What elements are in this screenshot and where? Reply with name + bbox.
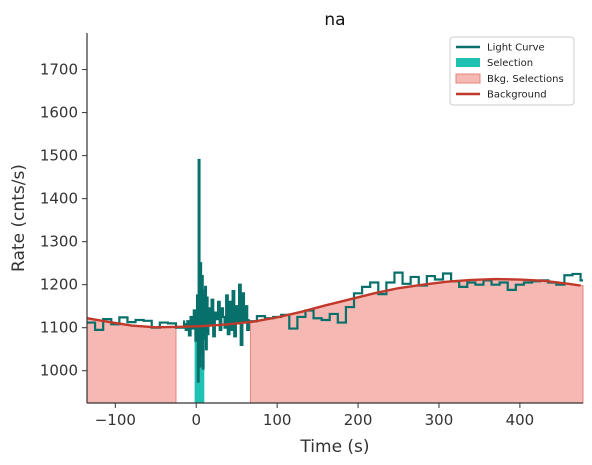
light-curve-burst-segment (184, 158, 250, 383)
chart-title: na (324, 10, 345, 30)
x-tick-label: 100 (263, 411, 292, 429)
axes (86, 33, 583, 404)
y-tick-label: 1600 (40, 104, 78, 122)
x-tick-label: 300 (425, 411, 454, 429)
y-tick-label: 1000 (40, 362, 78, 380)
y-tick-label: 1500 (40, 147, 78, 165)
y-tick-label: 1200 (40, 276, 78, 294)
legend: Light Curve Selection Bkg. Selections Ba… (449, 36, 575, 106)
y-axis-label: Rate (cnts/s) (9, 164, 29, 272)
legend-label-background: Background (487, 90, 547, 101)
y-ticks: 1000 1100 1200 1300 1400 1500 1600 1700 (40, 61, 87, 380)
legend-swatch-bkg-selections (455, 73, 481, 84)
legend-swatch-selection (456, 58, 480, 67)
background-model-line (86, 277, 581, 329)
y-tick-label: 1300 (40, 233, 78, 251)
x-tick-label: 0 (191, 411, 201, 429)
y-tick-label: 1100 (40, 319, 78, 337)
legend-label-selection: Selection (487, 58, 533, 69)
y-tick-label: 1400 (40, 190, 78, 208)
light-curve-left-segment (87, 316, 186, 331)
legend-label-bkg-selections: Bkg. Selections (487, 74, 564, 85)
bkg-selection-region-2 (249, 278, 584, 404)
legend-label-light-curve: Light Curve (487, 43, 545, 54)
y-tick-label: 1700 (40, 61, 78, 79)
x-axis-label: Time (s) (299, 437, 369, 457)
plot-area (86, 158, 584, 404)
x-tick-label: 200 (344, 411, 373, 429)
x-tick-label: −100 (95, 411, 136, 429)
legend-frame (449, 36, 575, 106)
x-tick-label: 400 (506, 411, 535, 429)
x-ticks: −100 0 100 200 300 400 (95, 403, 534, 429)
